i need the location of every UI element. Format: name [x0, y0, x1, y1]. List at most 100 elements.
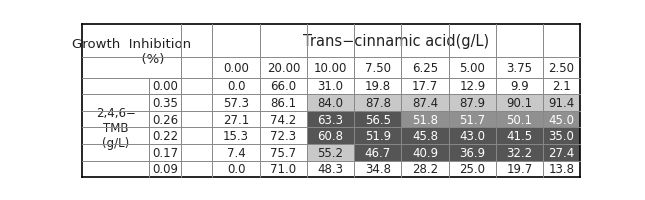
Bar	[82, 25, 181, 78]
Bar	[354, 128, 401, 144]
Bar	[401, 161, 449, 177]
Text: 19.7: 19.7	[506, 163, 533, 175]
Bar	[543, 111, 579, 128]
Text: 0.09: 0.09	[152, 163, 178, 175]
Text: 27.1: 27.1	[223, 113, 249, 126]
Bar	[543, 58, 579, 78]
Text: 0.35: 0.35	[152, 96, 178, 109]
Text: 12.9: 12.9	[459, 80, 486, 93]
Bar	[307, 78, 354, 95]
Bar	[449, 58, 496, 78]
Text: 34.8: 34.8	[365, 163, 391, 175]
Bar	[260, 58, 307, 78]
Text: 86.1: 86.1	[270, 96, 296, 109]
Text: 63.3: 63.3	[317, 113, 344, 126]
Bar	[307, 58, 354, 78]
Text: 10.00: 10.00	[314, 61, 347, 74]
Bar	[212, 128, 260, 144]
Text: 51.9: 51.9	[365, 129, 391, 142]
Bar	[496, 58, 543, 78]
Text: 0.22: 0.22	[152, 129, 178, 142]
Bar	[449, 95, 496, 111]
Bar	[212, 78, 260, 95]
Bar	[260, 95, 307, 111]
Text: 87.9: 87.9	[459, 96, 486, 109]
Text: 66.0: 66.0	[270, 80, 296, 93]
Text: 20.00: 20.00	[266, 61, 300, 74]
Text: 2,4,6−
TMB
(g/L): 2,4,6− TMB (g/L)	[95, 106, 135, 149]
Bar	[449, 128, 496, 144]
Text: 0.00: 0.00	[223, 61, 249, 74]
Text: 57.3: 57.3	[223, 96, 249, 109]
Text: 9.9: 9.9	[510, 80, 529, 93]
Text: 17.7: 17.7	[412, 80, 438, 93]
Bar	[149, 128, 181, 144]
Text: 25.0: 25.0	[459, 163, 485, 175]
Text: 56.5: 56.5	[365, 113, 391, 126]
Bar	[401, 128, 449, 144]
Text: 51.7: 51.7	[459, 113, 486, 126]
Bar	[449, 111, 496, 128]
Text: 31.0: 31.0	[317, 80, 344, 93]
Bar	[496, 161, 543, 177]
Text: 43.0: 43.0	[459, 129, 485, 142]
Bar	[149, 161, 181, 177]
Bar	[307, 144, 354, 161]
Text: 51.8: 51.8	[412, 113, 438, 126]
Bar	[149, 111, 181, 128]
Text: 6.25: 6.25	[412, 61, 438, 74]
Text: 28.2: 28.2	[412, 163, 438, 175]
Text: 90.1: 90.1	[506, 96, 533, 109]
Bar	[212, 25, 579, 58]
Bar	[401, 111, 449, 128]
Bar	[543, 144, 579, 161]
Bar	[212, 111, 260, 128]
Bar	[307, 161, 354, 177]
Text: 7.50: 7.50	[365, 61, 391, 74]
Bar	[307, 128, 354, 144]
Bar	[149, 78, 181, 95]
Bar	[496, 95, 543, 111]
Text: 5.00: 5.00	[459, 61, 485, 74]
Bar	[149, 144, 181, 161]
Bar	[354, 78, 401, 95]
Text: 0.0: 0.0	[227, 80, 245, 93]
Text: 32.2: 32.2	[506, 146, 533, 159]
Bar	[260, 144, 307, 161]
Text: 35.0: 35.0	[548, 129, 574, 142]
Bar	[260, 128, 307, 144]
Bar	[260, 78, 307, 95]
Bar	[307, 95, 354, 111]
Text: 15.3: 15.3	[223, 129, 249, 142]
Text: 0.26: 0.26	[152, 113, 178, 126]
Bar	[260, 161, 307, 177]
Bar	[212, 95, 260, 111]
Bar	[496, 111, 543, 128]
Text: 36.9: 36.9	[459, 146, 486, 159]
Bar	[401, 95, 449, 111]
Text: 75.7: 75.7	[270, 146, 296, 159]
Text: 84.0: 84.0	[317, 96, 344, 109]
Bar	[354, 144, 401, 161]
Bar	[496, 128, 543, 144]
Text: Growth  Inhibition
          (%): Growth Inhibition (%)	[72, 38, 191, 65]
Text: 55.2: 55.2	[317, 146, 344, 159]
Text: 48.3: 48.3	[317, 163, 344, 175]
Text: Trans−cinnamic acid(g/L): Trans−cinnamic acid(g/L)	[303, 34, 489, 49]
Text: 0.0: 0.0	[227, 163, 245, 175]
Text: 3.75: 3.75	[506, 61, 533, 74]
Text: 46.7: 46.7	[364, 146, 391, 159]
Text: 2.50: 2.50	[548, 61, 574, 74]
Bar	[543, 128, 579, 144]
Text: 41.5: 41.5	[506, 129, 533, 142]
Text: 2.1: 2.1	[552, 80, 571, 93]
Bar	[354, 111, 401, 128]
Text: 87.8: 87.8	[365, 96, 391, 109]
Bar	[543, 78, 579, 95]
Bar	[307, 111, 354, 128]
Text: 0.00: 0.00	[152, 80, 178, 93]
Bar	[401, 58, 449, 78]
Bar	[212, 144, 260, 161]
Bar	[354, 58, 401, 78]
Text: 45.8: 45.8	[412, 129, 438, 142]
